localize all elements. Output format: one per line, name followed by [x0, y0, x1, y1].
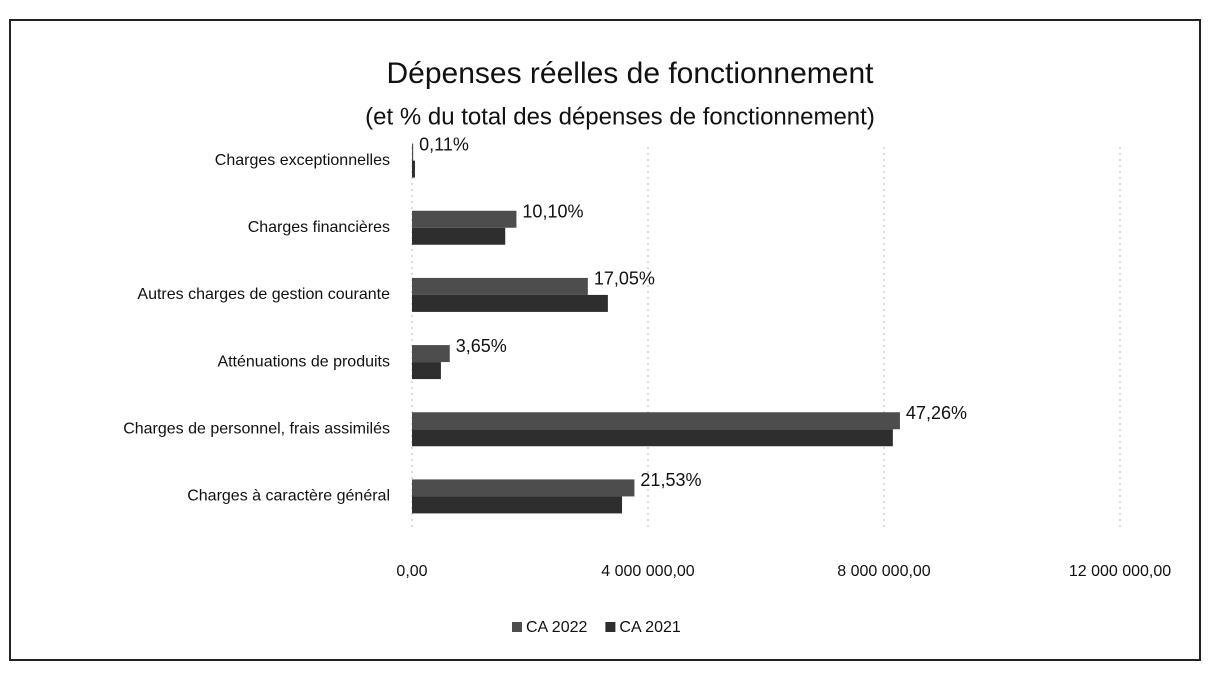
y-tick-label: Autres charges de gestion courante: [137, 286, 390, 303]
y-tick-label: Charges financières: [248, 219, 390, 236]
y-tick-label: Atténuations de produits: [217, 353, 390, 370]
legend-swatch: [512, 622, 522, 632]
data-label: 10,10%: [522, 202, 583, 222]
legend-swatch: [605, 622, 616, 632]
y-tick-label: Charges de personnel, frais assimilés: [123, 420, 390, 437]
bar: [412, 412, 900, 430]
x-tick-label: 4 000 000,00: [601, 563, 695, 580]
bar: [412, 143, 414, 161]
data-label: 0,11%: [419, 134, 469, 154]
bar: [412, 227, 506, 245]
bar: [412, 160, 415, 178]
x-tick-label: 12 000 000,00: [1069, 563, 1171, 580]
chart-subtitle: (et % du total des dépenses de fonctionn…: [365, 103, 875, 130]
x-tick-label: 8 000 000,00: [837, 563, 931, 580]
y-tick-label: Charges à caractère général: [187, 488, 390, 505]
bar: [412, 479, 635, 497]
bar: [412, 362, 441, 380]
chart-frame: [9, 19, 1201, 661]
data-label: 3,65%: [456, 336, 507, 356]
bar: [412, 277, 588, 295]
data-label: 17,05%: [594, 269, 655, 289]
data-label: 21,53%: [640, 470, 701, 490]
chart-title: Dépenses réelles de fonctionnement: [387, 57, 875, 90]
legend-label: CA 2022: [526, 619, 587, 636]
legend-label: CA 2021: [619, 619, 680, 636]
bar: [412, 294, 608, 312]
x-tick-label: 0,00: [396, 563, 427, 580]
data-label: 47,26%: [906, 403, 967, 423]
bar: [412, 345, 450, 363]
bar: [412, 210, 517, 228]
y-tick-label: Charges exceptionnelles: [215, 152, 390, 169]
bar: [412, 496, 623, 514]
bar: [412, 429, 893, 447]
